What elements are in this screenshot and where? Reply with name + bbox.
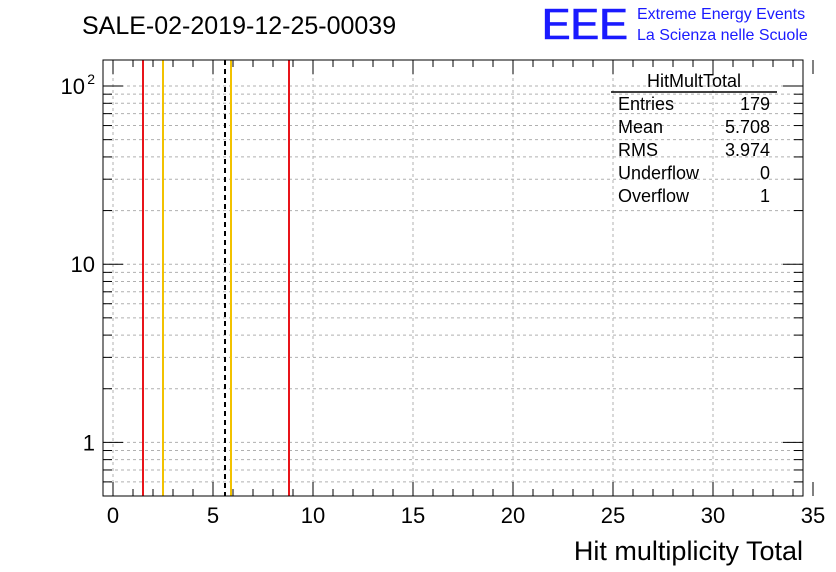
x-tick-label: 30	[701, 503, 725, 528]
stats-box: HitMultTotal Entries 179 Mean 5.708 RMS …	[611, 71, 777, 206]
stats-label: Underflow	[618, 163, 700, 183]
histogram-bin	[373, 389, 393, 496]
y-tick-exponent: 2	[87, 71, 95, 87]
stats-label: Entries	[618, 94, 674, 114]
histogram-bin	[333, 442, 353, 496]
x-tick-label: 10	[301, 503, 325, 528]
y-tick-label: 10	[61, 74, 85, 99]
stats-label: Overflow	[618, 186, 690, 206]
stats-value: 0	[760, 163, 770, 183]
y-tick-label: 10	[71, 252, 95, 277]
x-tick-label: 25	[601, 503, 625, 528]
marker-lines	[142, 60, 290, 496]
histogram-bin	[413, 389, 433, 496]
stats-value: 3.974	[725, 140, 770, 160]
stats-value: 179	[740, 94, 770, 114]
histogram-bin	[173, 116, 193, 496]
x-axis-label: Hit multiplicity Total	[574, 536, 803, 566]
x-tick-label: 5	[207, 503, 219, 528]
histogram-bin	[193, 170, 213, 496]
logo-line-1: Extreme Energy Events	[637, 6, 805, 23]
histogram-bin	[253, 389, 273, 496]
stats-value: 5.708	[725, 117, 770, 137]
histogram-bin	[233, 250, 253, 496]
histogram-bin	[533, 442, 553, 496]
y-tick-label: 1	[83, 430, 95, 455]
histogram-bin	[293, 357, 313, 496]
histogram-bin	[353, 389, 373, 496]
x-tick-label: 20	[501, 503, 525, 528]
logo-line-2: La Scienza nelle Scuole	[637, 27, 808, 44]
histogram-bin	[573, 442, 593, 496]
stats-value: 1	[760, 186, 770, 206]
eee-logo: EEE	[541, 0, 627, 50]
stats-label: Mean	[618, 117, 663, 137]
x-tick-label: 15	[401, 503, 425, 528]
x-tick-label: 0	[107, 503, 119, 528]
stats-label: RMS	[618, 140, 658, 160]
histogram-bin	[753, 442, 773, 496]
stats-title: HitMultTotal	[647, 71, 741, 91]
run-title: SALE-02-2019-12-25-00039	[82, 12, 396, 40]
x-tick-label: 35	[801, 503, 825, 528]
histogram-bin	[633, 442, 653, 496]
grid	[103, 60, 803, 496]
